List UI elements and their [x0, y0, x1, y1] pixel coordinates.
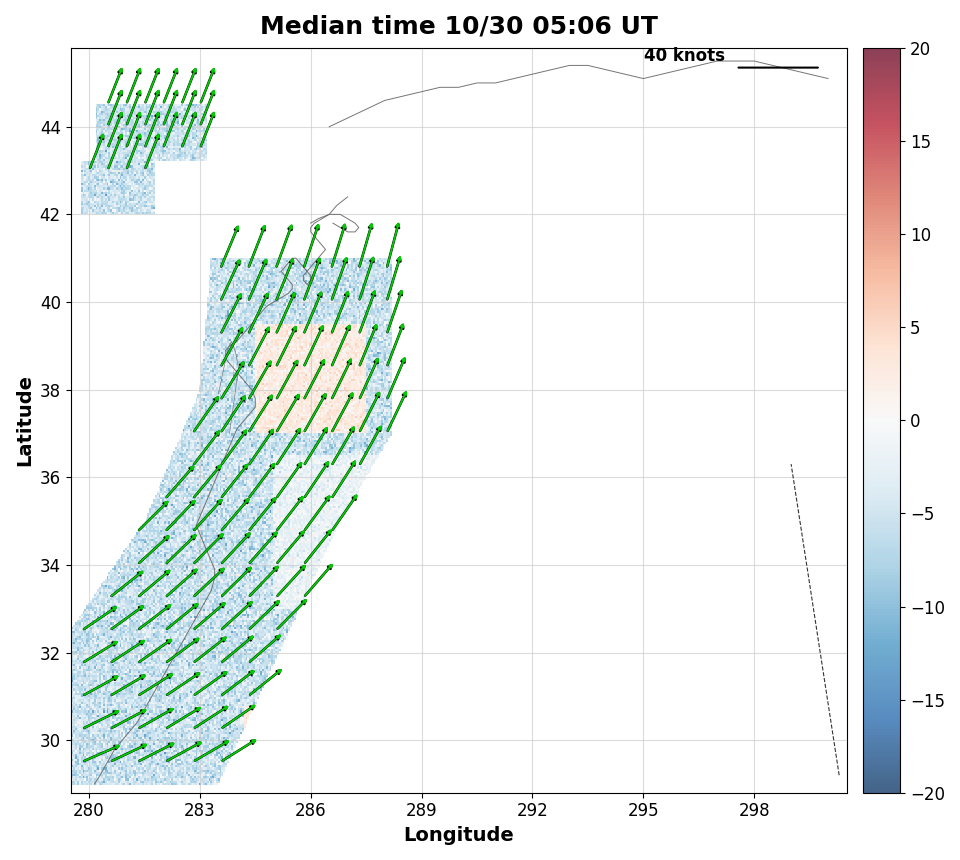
X-axis label: Longitude: Longitude [403, 826, 514, 845]
Y-axis label: Latitude: Latitude [15, 374, 34, 466]
Title: Median time 10/30 05:06 UT: Median time 10/30 05:06 UT [259, 15, 658, 39]
Text: 40 knots: 40 knots [643, 47, 725, 65]
